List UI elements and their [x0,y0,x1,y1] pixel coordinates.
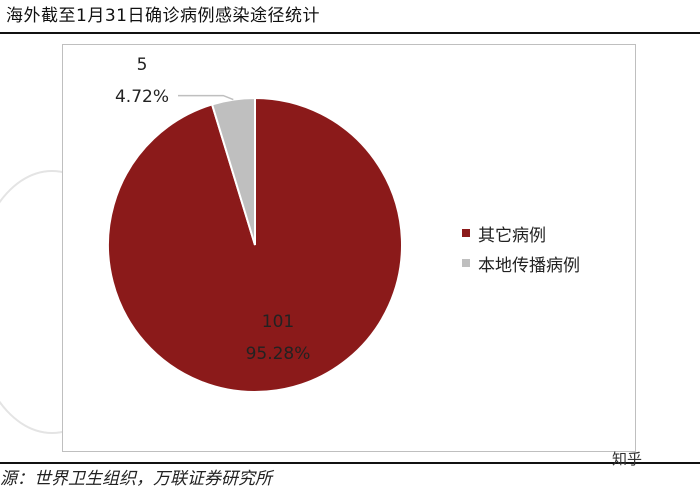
data-label-other-value: 101 [262,312,294,332]
title-divider [0,32,700,34]
chart-title: 海外截至1月31日确诊病例感染途径统计 [6,6,320,26]
legend-swatch-local [462,259,470,267]
leader-line-local [178,94,234,101]
footer-divider [0,462,700,464]
data-label-other-percent: 95.28% [246,344,311,364]
legend-label-local: 本地传播病例 [478,255,580,276]
pie-slice-local [210,96,256,246]
legend: 其它病例 本地传播病例 [462,218,580,278]
legend-label-other: 其它病例 [478,225,546,246]
data-label-local-value: 5 [137,55,148,75]
source-note: 源：世界卫生组织，万联证券研究所 [0,469,272,489]
legend-item-other: 其它病例 [462,218,580,248]
watermark-badge: 知乎 [612,450,643,468]
legend-item-local: 本地传播病例 [462,248,580,278]
legend-swatch-other [462,229,470,237]
data-label-local-percent: 4.72% [115,87,169,107]
